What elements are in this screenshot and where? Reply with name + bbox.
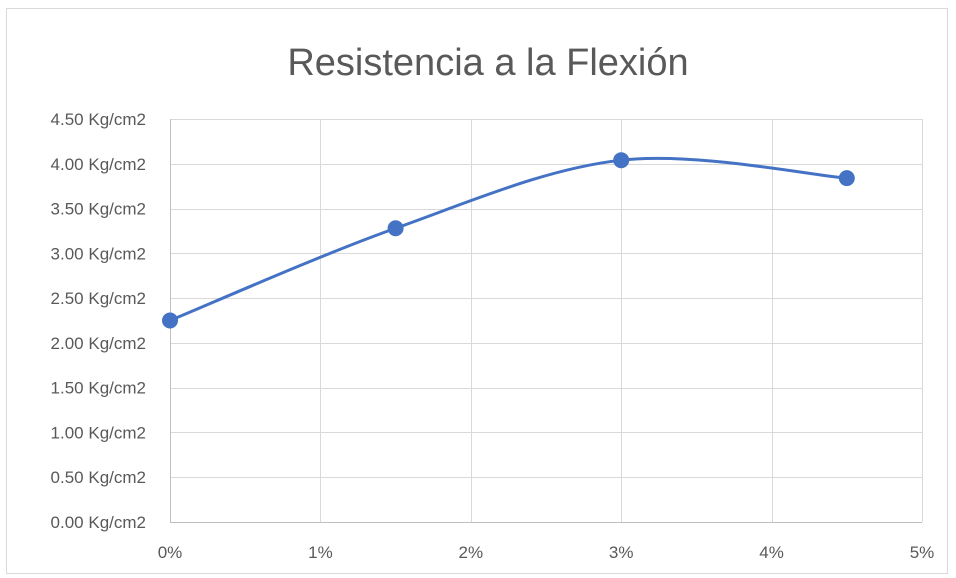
- y-tick-label: 3.50 Kg/cm2: [51, 200, 146, 219]
- y-tick-label: 4.50 Kg/cm2: [51, 110, 146, 129]
- data-point: [838, 170, 855, 187]
- y-tick-label: 2.50 Kg/cm2: [51, 289, 146, 308]
- chart-frame: [6, 8, 948, 574]
- y-tick-labels: 0.00 Kg/cm2 0.50 Kg/cm2 1.00 Kg/cm2 1.50 Kg…: [51, 110, 146, 532]
- x-tick-label: 5%: [910, 543, 935, 562]
- y-tick-label: 1.00 Kg/cm2: [51, 423, 146, 442]
- axes: [170, 119, 922, 523]
- chart-title: Resistencia a la Flexión: [287, 42, 688, 84]
- x-tick-label: 1%: [308, 543, 333, 562]
- x-tick-label: 4%: [759, 543, 784, 562]
- x-tick-label: 3%: [609, 543, 634, 562]
- data-point: [162, 312, 178, 329]
- y-tick-label: 2.00 Kg/cm2: [51, 334, 146, 353]
- y-tick-label: 3.00 Kg/cm2: [51, 244, 146, 263]
- data-point: [613, 152, 630, 169]
- gridlines: [170, 119, 923, 522]
- series-line: [168, 156, 849, 322]
- x-tick-labels: 0% 1% 2% 3% 4% 5%: [158, 543, 935, 562]
- series-group: [162, 152, 855, 329]
- y-tick-label: 0.00 Kg/cm2: [51, 513, 146, 532]
- x-tick-label: 2%: [459, 543, 484, 562]
- data-point: [387, 220, 404, 237]
- x-tick-label: 0%: [158, 543, 183, 562]
- y-tick-label: 4.00 Kg/cm2: [51, 155, 146, 174]
- y-tick-label: 0.50 Kg/cm2: [51, 468, 146, 487]
- y-tick-label: 1.50 Kg/cm2: [51, 379, 146, 398]
